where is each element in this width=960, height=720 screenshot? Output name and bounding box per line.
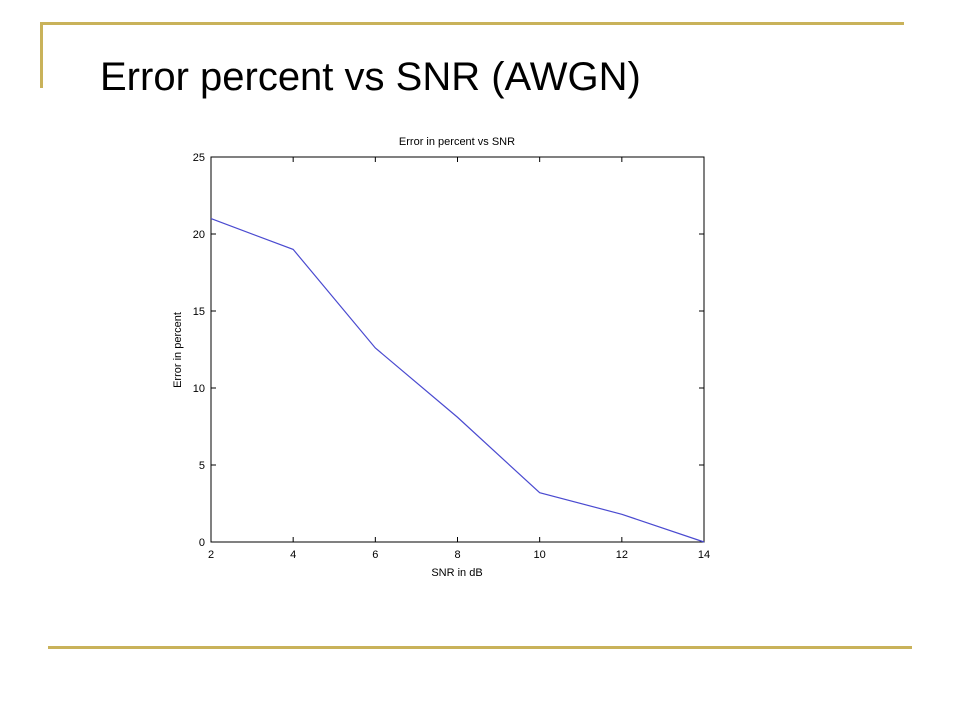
y-tick-label: 20 — [193, 229, 205, 241]
x-tick-label: 14 — [698, 549, 710, 561]
x-axis-label: SNR in dB — [431, 567, 482, 579]
y-tick-label: 0 — [199, 537, 205, 549]
x-tick-label: 6 — [372, 549, 378, 561]
slide-title: Error percent vs SNR (AWGN) — [100, 55, 641, 99]
x-tick-label: 8 — [454, 549, 460, 561]
chart-title: Error in percent vs SNR — [399, 136, 515, 148]
x-tick-label: 2 — [208, 549, 214, 561]
top-divider-line — [40, 22, 904, 25]
y-axis-label: Error in percent — [172, 312, 184, 388]
plot-area — [210, 156, 705, 543]
left-accent-line — [40, 22, 43, 88]
y-tick-label: 25 — [193, 152, 205, 164]
line-chart: Error in percent vs SNR 2 4 6 8 10 12 14 0 5 10 15… — [172, 136, 710, 579]
y-tick-label: 15 — [193, 306, 205, 318]
y-tick-label: 10 — [193, 383, 205, 395]
axis-ticks: 2 4 6 8 10 12 14 0 5 10 15 20 25 — [193, 152, 710, 561]
y-tick-label: 5 — [199, 460, 205, 472]
series-group — [210, 218, 705, 543]
x-tick-label: 4 — [290, 549, 296, 561]
x-tick-label: 10 — [534, 549, 546, 561]
x-tick-label: 12 — [616, 549, 628, 561]
bottom-divider-line — [48, 646, 912, 649]
